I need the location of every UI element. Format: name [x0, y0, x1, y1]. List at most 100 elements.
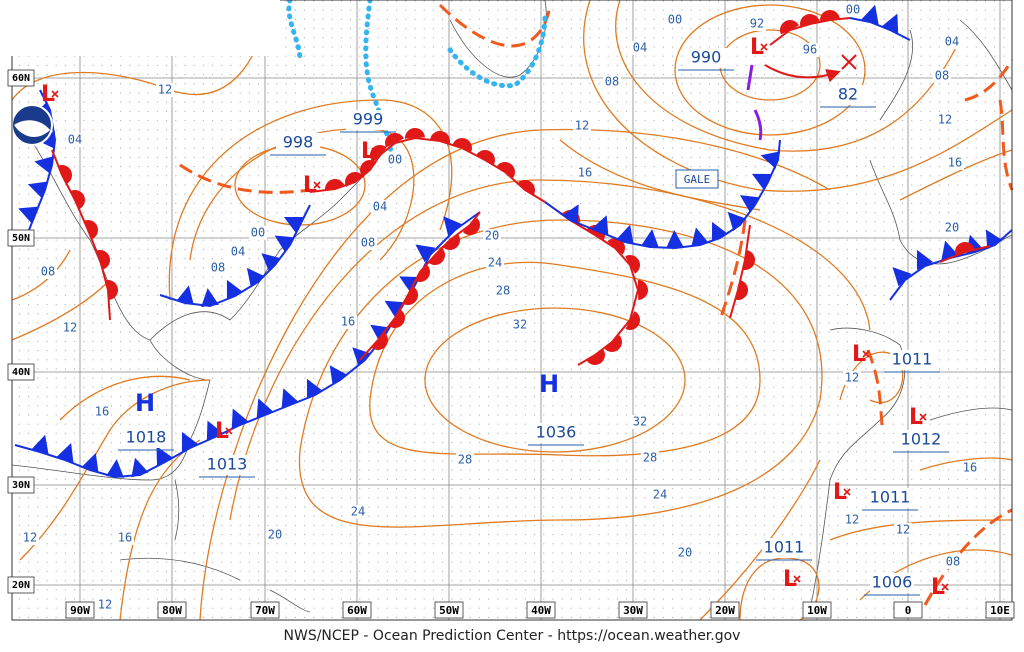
lat-label-box [7, 363, 35, 381]
low-cross [313, 181, 321, 189]
isobar-label: 12 [158, 83, 172, 97]
low-center: L [909, 405, 923, 430]
isobar-label-bg [936, 113, 954, 127]
logo [11, 104, 53, 146]
lon-label-box [893, 601, 923, 619]
lon-label-box [342, 601, 372, 619]
isobar-label: 12 [575, 119, 589, 133]
isobar-label: 04 [231, 245, 245, 259]
isobar-label: 00 [846, 3, 860, 17]
low-center: L [303, 173, 317, 198]
pressure-label: 82 [838, 85, 858, 104]
isobar-label: 24 [351, 505, 365, 519]
isobar-label: 08 [605, 75, 619, 89]
pressure-label: 1011 [870, 488, 911, 507]
high-center: H [135, 389, 155, 417]
isobar-label: 12 [896, 523, 910, 537]
low-center: L [215, 419, 229, 444]
isobar-label: 24 [488, 256, 502, 270]
pressure-bg [346, 110, 390, 130]
isobar-label-bg [573, 119, 591, 133]
isobar-label-bg [894, 523, 912, 537]
isobar-label: 96 [803, 43, 817, 57]
low-center: L [833, 480, 847, 505]
isobar-label-bg [229, 245, 247, 259]
low-cross [919, 413, 927, 421]
isobar-label-bg [631, 415, 649, 429]
lon-label-box [526, 601, 556, 619]
pressure-bg [276, 133, 320, 153]
low-cross [793, 575, 801, 583]
isobar-label-bg [676, 546, 694, 560]
lat-label: 60N [12, 73, 30, 84]
lat-label: 40N [12, 367, 30, 378]
isobar-label: 20 [268, 528, 282, 542]
isobar-label-bg [21, 531, 39, 545]
low-center: L [361, 139, 375, 164]
low-center: L [750, 35, 764, 60]
lat-label-box [7, 69, 35, 87]
isobar-label: 12 [23, 531, 37, 545]
isobar-label: 08 [946, 555, 960, 569]
isobar-label: 08 [41, 265, 55, 279]
lon-label-box [618, 601, 648, 619]
lat-label: 50N [12, 233, 30, 244]
pressure-bg [762, 538, 806, 558]
lon-label-box [250, 601, 280, 619]
low-cross [51, 90, 59, 98]
isobar-label-bg [66, 133, 84, 147]
isobar-label: 20 [945, 221, 959, 235]
isobar-label-bg [843, 513, 861, 527]
isobar-label: 12 [98, 598, 112, 612]
lon-label: 50W [439, 604, 459, 617]
isobar-label-bg [576, 166, 594, 180]
lon-label: 30W [623, 604, 643, 617]
lon-label-box [985, 601, 1015, 619]
isobar-label: 16 [948, 156, 962, 170]
lon-label: 60W [347, 604, 367, 617]
lon-label: 10W [807, 604, 827, 617]
low-center: L [852, 342, 866, 367]
isobar-label: 08 [211, 261, 225, 275]
isobar-label-bg [494, 284, 512, 298]
isobar-label: 16 [963, 461, 977, 475]
isobar-label-bg [631, 41, 649, 55]
isobar-label: 12 [938, 113, 952, 127]
pressure-bg [890, 350, 934, 370]
isobar-label-bg [651, 488, 669, 502]
isobar-label-bg [946, 156, 964, 170]
isobar-label-bg [249, 226, 267, 240]
isobar-label: 92 [750, 17, 764, 31]
fronts [14, 4, 1013, 479]
isobar-label: 08 [935, 69, 949, 83]
low-cross [941, 583, 949, 591]
isobar-label: 04 [633, 41, 647, 55]
isobar-label: 04 [373, 200, 387, 214]
lat-label: 30N [12, 480, 30, 491]
pressure-label: 1036 [536, 423, 577, 442]
isobar-label-bg [666, 13, 684, 27]
pressure-bg [826, 85, 870, 105]
isobar-label-bg [511, 318, 529, 332]
isobar-label-bg [603, 75, 621, 89]
lon-label: 20W [715, 604, 735, 617]
low-center: L [783, 567, 797, 592]
pressure-bg [899, 430, 943, 450]
lon-label-box [802, 601, 832, 619]
lon-label: 80W [162, 604, 182, 617]
isobar-label-bg [61, 321, 79, 335]
low-cross [862, 350, 870, 358]
low-cross [843, 488, 851, 496]
isobar-label: 16 [95, 405, 109, 419]
isobar-label: 08 [361, 236, 375, 250]
lat-label: 20N [12, 580, 30, 591]
isobar-label-bg [96, 598, 114, 612]
isobar-label-bg [748, 17, 766, 31]
low-center: L [931, 575, 945, 600]
pressure-label: 1011 [764, 538, 805, 557]
lon-label: 40W [531, 604, 551, 617]
lon-label: 0 [905, 604, 912, 617]
isobar-label-bg [156, 83, 174, 97]
isobar-label-bg [843, 371, 861, 385]
pressure-bg [870, 573, 914, 593]
